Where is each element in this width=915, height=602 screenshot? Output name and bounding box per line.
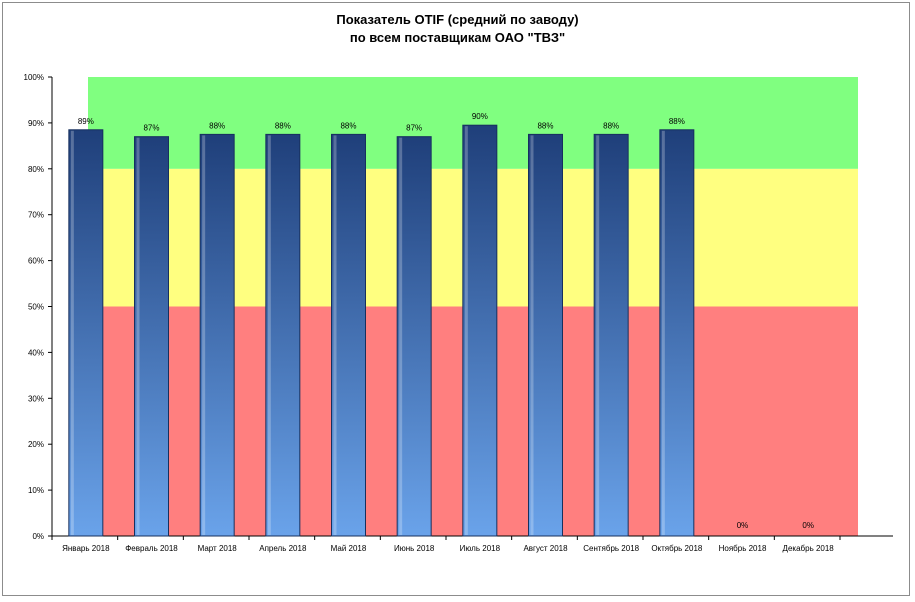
x-tick-label: Апрель 2018 <box>259 544 307 553</box>
bar-9 <box>659 129 695 537</box>
x-tick-label: Февраль 2018 <box>125 544 178 553</box>
bar-highlight-0 <box>70 130 74 535</box>
x-tick-label: Январь 2018 <box>62 544 110 553</box>
y-tick-label: 30% <box>28 394 44 403</box>
y-tick-label: 60% <box>28 257 44 266</box>
y-tick-label: 70% <box>28 211 44 220</box>
x-tick-label: Март 2018 <box>198 544 238 553</box>
data-label-7: 88% <box>537 121 553 130</box>
y-tick-label: 10% <box>28 486 44 495</box>
y-tick-label: 40% <box>28 348 44 357</box>
data-label-1: 87% <box>143 124 159 133</box>
bar-highlight-5 <box>399 137 403 536</box>
data-label-3: 88% <box>275 121 291 130</box>
bar-highlight-2 <box>202 135 206 535</box>
x-tick-label: Ноябрь 2018 <box>719 544 767 553</box>
bar-8 <box>593 133 629 537</box>
x-tick-label: Июнь 2018 <box>394 544 435 553</box>
bar-highlight-7 <box>530 135 534 535</box>
y-tick-label: 50% <box>28 303 44 312</box>
data-label-8: 88% <box>603 121 619 130</box>
bar-highlight-1 <box>136 137 140 536</box>
bar-0 <box>68 129 104 537</box>
bar-7 <box>528 133 563 537</box>
data-label-11: 0% <box>802 521 814 530</box>
chart-title-line-2: по всем поставщикам ОАО "ТВЗ" <box>349 30 566 45</box>
x-tick-label: Октябрь 2018 <box>651 544 703 553</box>
data-label-4: 88% <box>340 121 356 130</box>
x-tick-label: Май 2018 <box>331 544 367 553</box>
data-label-6: 90% <box>472 112 488 121</box>
chart-title-line-1: Показатель OTIF (средний по заводу) <box>336 12 579 27</box>
bar-1 <box>134 136 169 537</box>
x-tick-label: Август 2018 <box>523 544 568 553</box>
chart-title: Показатель OTIF (средний по заводу) по в… <box>0 11 915 47</box>
data-label-10: 0% <box>737 521 749 530</box>
y-tick-label: 20% <box>28 440 44 449</box>
bar-4 <box>331 133 366 537</box>
data-label-2: 88% <box>209 121 225 130</box>
bar-highlight-9 <box>661 130 665 535</box>
y-tick-label: 0% <box>32 532 44 541</box>
y-tick-label: 80% <box>28 165 44 174</box>
bar-6 <box>462 124 498 537</box>
bar-3 <box>265 133 301 537</box>
data-label-5: 87% <box>406 124 422 133</box>
bar-highlight-3 <box>267 135 271 535</box>
x-tick-label: Сентябрь 2018 <box>583 544 639 553</box>
data-label-9: 88% <box>669 117 685 126</box>
x-tick-label: Декабрь 2018 <box>783 544 835 553</box>
bar-highlight-4 <box>333 135 337 535</box>
bar-highlight-6 <box>464 126 468 535</box>
y-tick-label: 90% <box>28 119 44 128</box>
bar-5 <box>396 136 432 537</box>
y-tick-label: 100% <box>24 73 44 82</box>
data-label-0: 89% <box>78 117 94 126</box>
bar-highlight-8 <box>596 135 600 535</box>
x-tick-label: Июль 2018 <box>460 544 501 553</box>
bar-2 <box>199 133 235 537</box>
